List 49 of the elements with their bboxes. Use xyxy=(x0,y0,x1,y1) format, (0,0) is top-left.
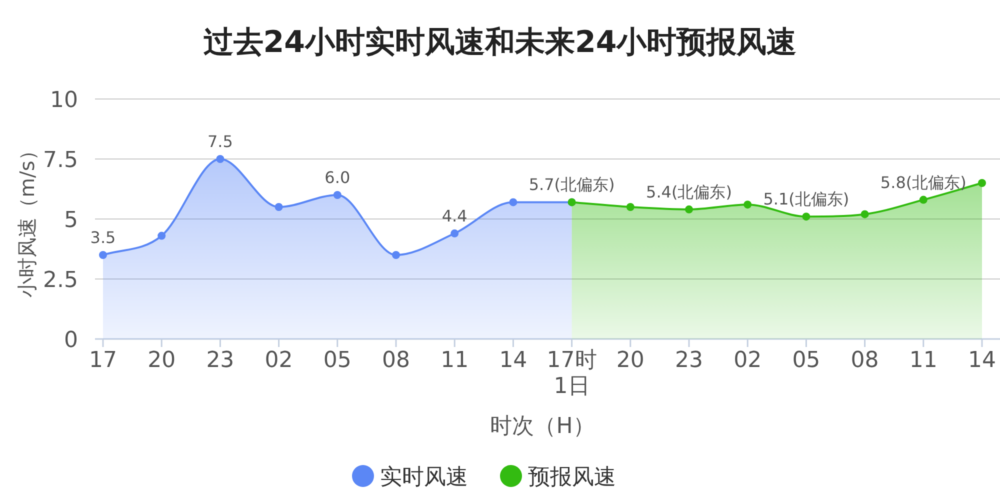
y-tick-label: 7.5 xyxy=(43,148,78,173)
x-tick-label: 23 xyxy=(206,348,234,373)
x-tick-label: 08 xyxy=(850,348,879,373)
point xyxy=(978,179,986,187)
point xyxy=(802,212,810,221)
x-tick-label: 11 xyxy=(909,348,938,373)
y-tick-label: 10 xyxy=(50,88,78,113)
point xyxy=(744,200,752,209)
data-label: 7.5 xyxy=(207,132,233,151)
x-tick-label: 02 xyxy=(264,348,293,373)
y-tick-label: 5 xyxy=(64,208,78,233)
data-label: 6.0 xyxy=(324,168,350,187)
legend-label: 实时风速 xyxy=(380,465,468,490)
y-tick-label: 2.5 xyxy=(43,268,78,293)
x-tick-label: 08 xyxy=(382,348,410,373)
x-axis-title: 时次（H） xyxy=(490,414,595,439)
point xyxy=(99,251,107,259)
data-label: 4.4 xyxy=(442,206,468,226)
y-tick-label: 0 xyxy=(64,328,78,353)
point xyxy=(626,203,634,211)
point xyxy=(509,198,518,206)
point xyxy=(392,251,400,259)
point xyxy=(216,155,224,163)
x-tick-label: 20 xyxy=(616,348,644,373)
data-label: 5.8(北偏东) xyxy=(880,172,966,192)
y-axis-title: 小时风速（m/s） xyxy=(15,140,39,298)
chart-title: 过去24小时实时风速和未来24小时预报风速 xyxy=(203,25,797,60)
x-tick-label: 05 xyxy=(323,348,352,373)
point xyxy=(860,210,869,218)
data-label: 3.5 xyxy=(90,228,116,247)
point xyxy=(274,203,283,211)
x-tick-label: 20 xyxy=(148,348,176,373)
legend-label: 预报风速 xyxy=(528,465,616,490)
data-label: 5.4(北偏东) xyxy=(646,182,732,202)
point xyxy=(919,196,928,204)
point xyxy=(685,205,693,214)
data-label: 5.7(北偏东) xyxy=(528,175,615,194)
x-tick-label: 02 xyxy=(734,348,762,373)
point xyxy=(450,229,459,238)
x-tick-label: 14 xyxy=(968,348,996,373)
x-tick-label: 17 xyxy=(89,348,117,373)
point xyxy=(333,191,342,199)
x-tick-label: 23 xyxy=(675,348,703,373)
x-tick-label: 17时 1日 xyxy=(546,348,597,399)
point xyxy=(158,232,166,240)
x-tick-label: 11 xyxy=(440,348,469,373)
x-tick-label: 14 xyxy=(499,348,528,373)
x-tick-label: 05 xyxy=(792,348,820,373)
data-label: 5.1(北偏东) xyxy=(763,190,850,209)
